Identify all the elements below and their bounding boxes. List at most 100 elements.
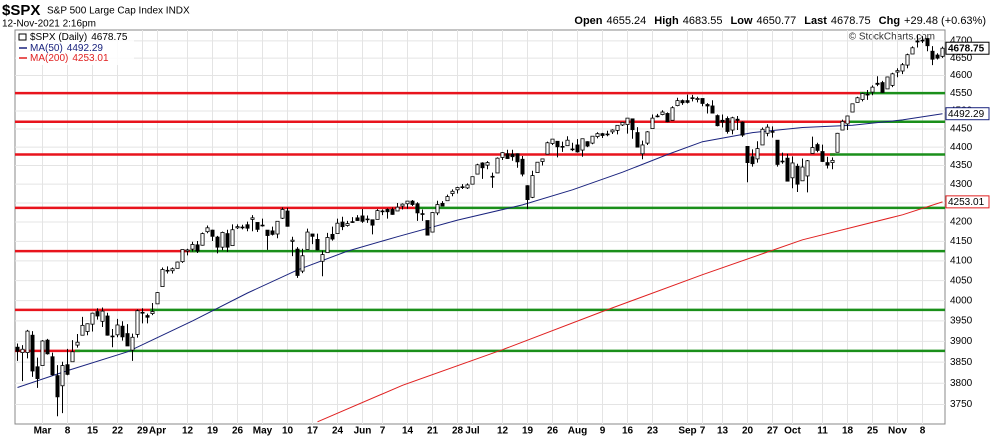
candle-body — [365, 218, 370, 221]
y-tick-label: 4100 — [950, 256, 973, 267]
candle-body — [910, 47, 915, 55]
x-tick-label: 25 — [867, 426, 879, 437]
candle-body — [710, 105, 715, 114]
candle-body — [840, 120, 845, 131]
candle-body — [475, 164, 480, 175]
candle-body — [815, 144, 820, 151]
candle-body — [460, 186, 465, 188]
candle-body — [430, 212, 435, 233]
y-tick-label: 3750 — [950, 399, 973, 410]
x-tick-label: 23 — [647, 426, 659, 437]
candle-body — [870, 86, 875, 93]
candle-body — [375, 210, 380, 220]
candle-body — [75, 341, 80, 346]
candle-body — [565, 139, 570, 147]
y-tick-label: 3950 — [950, 316, 973, 327]
candle-body — [530, 175, 535, 198]
candle-body — [695, 98, 700, 100]
y-tick-label: 4600 — [950, 70, 973, 81]
x-tick-label: 13 — [717, 426, 729, 437]
candle-body — [170, 268, 175, 272]
x-tick-label: 7 — [700, 426, 706, 437]
candle-body — [585, 141, 590, 147]
candle-body — [200, 233, 205, 246]
y-tick-label: 3800 — [950, 378, 973, 389]
candle-body — [905, 54, 910, 66]
candle-body — [165, 269, 170, 272]
candle-body — [805, 160, 810, 177]
y-tick-label: 4550 — [950, 88, 973, 99]
candle-body — [205, 227, 210, 233]
y-tick-label: 3850 — [950, 357, 973, 368]
quote-value: 4678.75 — [831, 15, 871, 27]
legend-entry: MA(50) 4492.29 — [30, 43, 103, 54]
candle-body — [210, 229, 215, 237]
candle-body — [15, 346, 20, 352]
candle-body — [485, 162, 490, 166]
candle-body — [220, 232, 225, 248]
candle-body — [400, 203, 405, 207]
candle-body — [265, 229, 270, 236]
y-tick-label: 4050 — [950, 275, 973, 286]
candle-body — [135, 310, 140, 335]
price-badge-label: 4492.29 — [948, 109, 985, 120]
candle-body — [630, 118, 635, 131]
candle-body — [450, 190, 455, 194]
x-tick-label: 7 — [380, 426, 386, 437]
candle-body — [900, 64, 905, 72]
candle-body — [875, 82, 880, 85]
quote-value: 4650.77 — [757, 15, 797, 27]
candle-body — [700, 98, 705, 104]
candle-body — [470, 176, 475, 185]
candle-body — [715, 115, 720, 127]
candle-body — [590, 135, 595, 144]
candle-body — [780, 160, 785, 163]
y-tick-label: 4000 — [950, 295, 973, 306]
candle-body — [360, 215, 365, 222]
candle-body — [35, 366, 40, 379]
quote-value: 4683.55 — [683, 15, 723, 27]
candle-body — [735, 118, 740, 121]
candle-body — [145, 315, 150, 318]
candle-body — [745, 146, 750, 163]
candle-body — [860, 93, 865, 100]
candle-body — [350, 221, 355, 223]
candle-body — [455, 187, 460, 191]
candle-body — [570, 148, 575, 151]
candle-body — [55, 375, 60, 398]
candle-body — [865, 93, 870, 96]
candle-body — [930, 50, 935, 60]
legend-box — [16, 31, 134, 65]
candle-body — [795, 165, 800, 185]
y-tick-label: 4300 — [950, 179, 973, 190]
chart-title: $SPX — [2, 2, 40, 19]
candle-body — [275, 220, 280, 235]
x-tick-label: 14 — [402, 426, 414, 437]
chart-date: 12-Nov-2021 2:16pm — [2, 19, 96, 30]
candle-body — [500, 152, 505, 158]
candle-body — [750, 156, 755, 165]
candle-body — [60, 365, 65, 387]
candle-body — [935, 54, 940, 59]
candle-body — [370, 219, 375, 226]
candle-body — [770, 131, 775, 133]
candle-body — [610, 129, 615, 133]
candle-body — [260, 224, 265, 227]
price-badge — [945, 41, 990, 55]
candle-body — [895, 70, 900, 73]
candle-body — [140, 311, 145, 314]
quote-label: Open — [574, 15, 602, 27]
candle-body — [550, 138, 555, 144]
candle-body — [270, 230, 275, 235]
candle-body — [845, 115, 850, 125]
legend-value: 4678.75 — [91, 32, 128, 43]
candle-body — [465, 184, 470, 189]
x-tick-label: 26 — [547, 426, 559, 437]
candle-body — [245, 224, 250, 229]
candle-body — [250, 217, 255, 220]
candle-body — [225, 233, 230, 248]
candle-body — [435, 204, 440, 214]
candle-body — [65, 364, 70, 375]
quote-label: Last — [804, 15, 827, 27]
candle-body — [190, 244, 195, 250]
